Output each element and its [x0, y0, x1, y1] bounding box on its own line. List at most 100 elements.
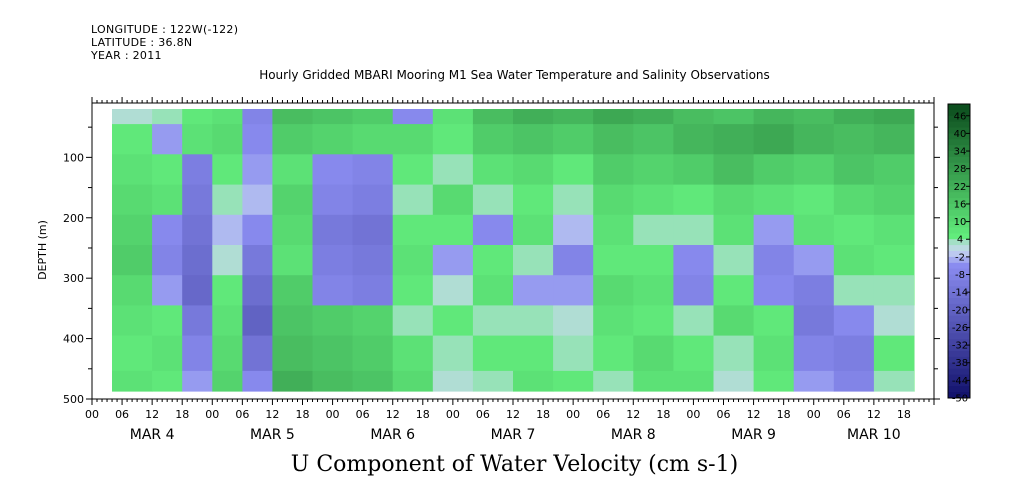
heatmap-cell [633, 214, 674, 246]
heatmap-cell [352, 245, 394, 276]
heatmap-cell [873, 305, 915, 337]
heatmap-cell [112, 124, 153, 155]
heatmap-cell [182, 184, 213, 216]
x-hour-tick-label: 00 [326, 408, 340, 421]
colorbar-swatch [948, 198, 970, 205]
colorbar-swatch [948, 362, 970, 369]
heatmap-cell [713, 214, 755, 246]
heatmap-cell [272, 275, 313, 306]
heatmap-cell [914, 275, 915, 306]
heatmap-cell [272, 109, 313, 125]
heatmap-cell [753, 370, 795, 392]
heatmap-cell [182, 275, 213, 306]
heatmap-cell [833, 109, 875, 125]
heatmap-cell [873, 335, 915, 372]
heatmap-cell [182, 370, 213, 392]
heatmap-cell [312, 214, 354, 246]
heatmap-cell [633, 305, 674, 337]
heatmap-cell [242, 245, 273, 276]
heatmap-cell [833, 214, 875, 246]
heatmap-cell [753, 109, 795, 125]
heatmap-cell [312, 245, 354, 276]
heatmap-cell [673, 214, 714, 246]
heatmap-cell [673, 370, 714, 392]
colorbar-tick-label: -38 [952, 358, 968, 369]
heatmap-cell [753, 124, 795, 155]
colorbar-swatch [948, 239, 970, 246]
heatmap-cell [914, 154, 915, 185]
colorbar-swatch [948, 374, 970, 381]
heatmap-cell [633, 245, 674, 276]
colorbar-swatch [948, 115, 970, 123]
heatmap-cell [112, 370, 153, 392]
x-hour-tick-label: 18 [296, 408, 310, 421]
colorbar-swatch [948, 227, 970, 234]
colorbar-swatch [948, 245, 970, 252]
latitude-label: LATITUDE : 36.8N [91, 36, 193, 49]
heatmap-cell [673, 184, 714, 216]
heatmap-cell [553, 154, 594, 185]
colorbar-swatch [948, 345, 970, 352]
heatmap-cell [152, 335, 183, 372]
heatmap-cell [753, 275, 795, 306]
heatmap-cell [873, 184, 915, 216]
heatmap-cell [242, 305, 273, 337]
heatmap-cell [272, 154, 313, 185]
heatmap-cell [392, 154, 434, 185]
heatmap-cell [593, 305, 634, 337]
heatmap-cell [472, 184, 514, 216]
colorbar-tick-label: -26 [952, 323, 968, 334]
heatmap-cell [793, 335, 835, 372]
x-hour-tick-label: 00 [566, 408, 580, 421]
heatmap-cell [392, 245, 434, 276]
heatmap-cell [593, 184, 634, 216]
heatmap-cell [713, 305, 755, 337]
heatmap-cell [593, 370, 634, 392]
heatmap-cell [432, 124, 474, 155]
heatmap-cell [312, 109, 354, 125]
x-hour-tick-label: 06 [356, 408, 370, 421]
heatmap-cell [152, 124, 183, 155]
heatmap-cell [833, 305, 875, 337]
colorbar-swatch [948, 386, 970, 393]
colorbar-swatch [948, 121, 970, 128]
colorbar-swatch [948, 156, 970, 164]
heatmap-cell [312, 124, 354, 155]
colorbar-swatch [948, 262, 970, 270]
colorbar-swatch [948, 133, 970, 140]
heatmap-cell [553, 214, 594, 246]
colorbar-swatch [948, 356, 970, 364]
heatmap-cell [873, 214, 915, 246]
heatmap-cell [914, 214, 915, 246]
heatmap-cell [914, 245, 915, 276]
heatmap-cell [633, 109, 674, 125]
heatmap-cell [272, 184, 313, 216]
heatmap-cell [272, 370, 313, 392]
heatmap-cell [673, 305, 714, 337]
heatmap-cell [513, 154, 554, 185]
heatmap-cell [914, 109, 915, 125]
heatmap-cell [272, 245, 313, 276]
heatmap-cell [593, 109, 634, 125]
colorbar-swatch [948, 139, 970, 146]
colorbar-swatch [948, 192, 970, 199]
x-hour-tick-label: 18 [897, 408, 911, 421]
heatmap-cell [914, 370, 915, 392]
heatmap-cell [873, 275, 915, 306]
colorbar-swatch [948, 274, 970, 281]
colorbar-swatch [948, 268, 970, 275]
heatmap-cell [392, 214, 434, 246]
colorbar-swatch [948, 368, 970, 375]
heatmap-cell [753, 154, 795, 185]
heatmap-cell [633, 154, 674, 185]
heatmap-cell [272, 124, 313, 155]
heatmap-cell [753, 335, 795, 372]
heatmap-cell [793, 214, 835, 246]
heatmap-cell [352, 214, 394, 246]
heatmap-cell [312, 335, 354, 372]
colorbar-swatch [948, 321, 970, 328]
colorbar-tick-label: 34 [954, 147, 967, 158]
heatmap-cell [713, 154, 755, 185]
heatmap-cell [513, 335, 554, 372]
